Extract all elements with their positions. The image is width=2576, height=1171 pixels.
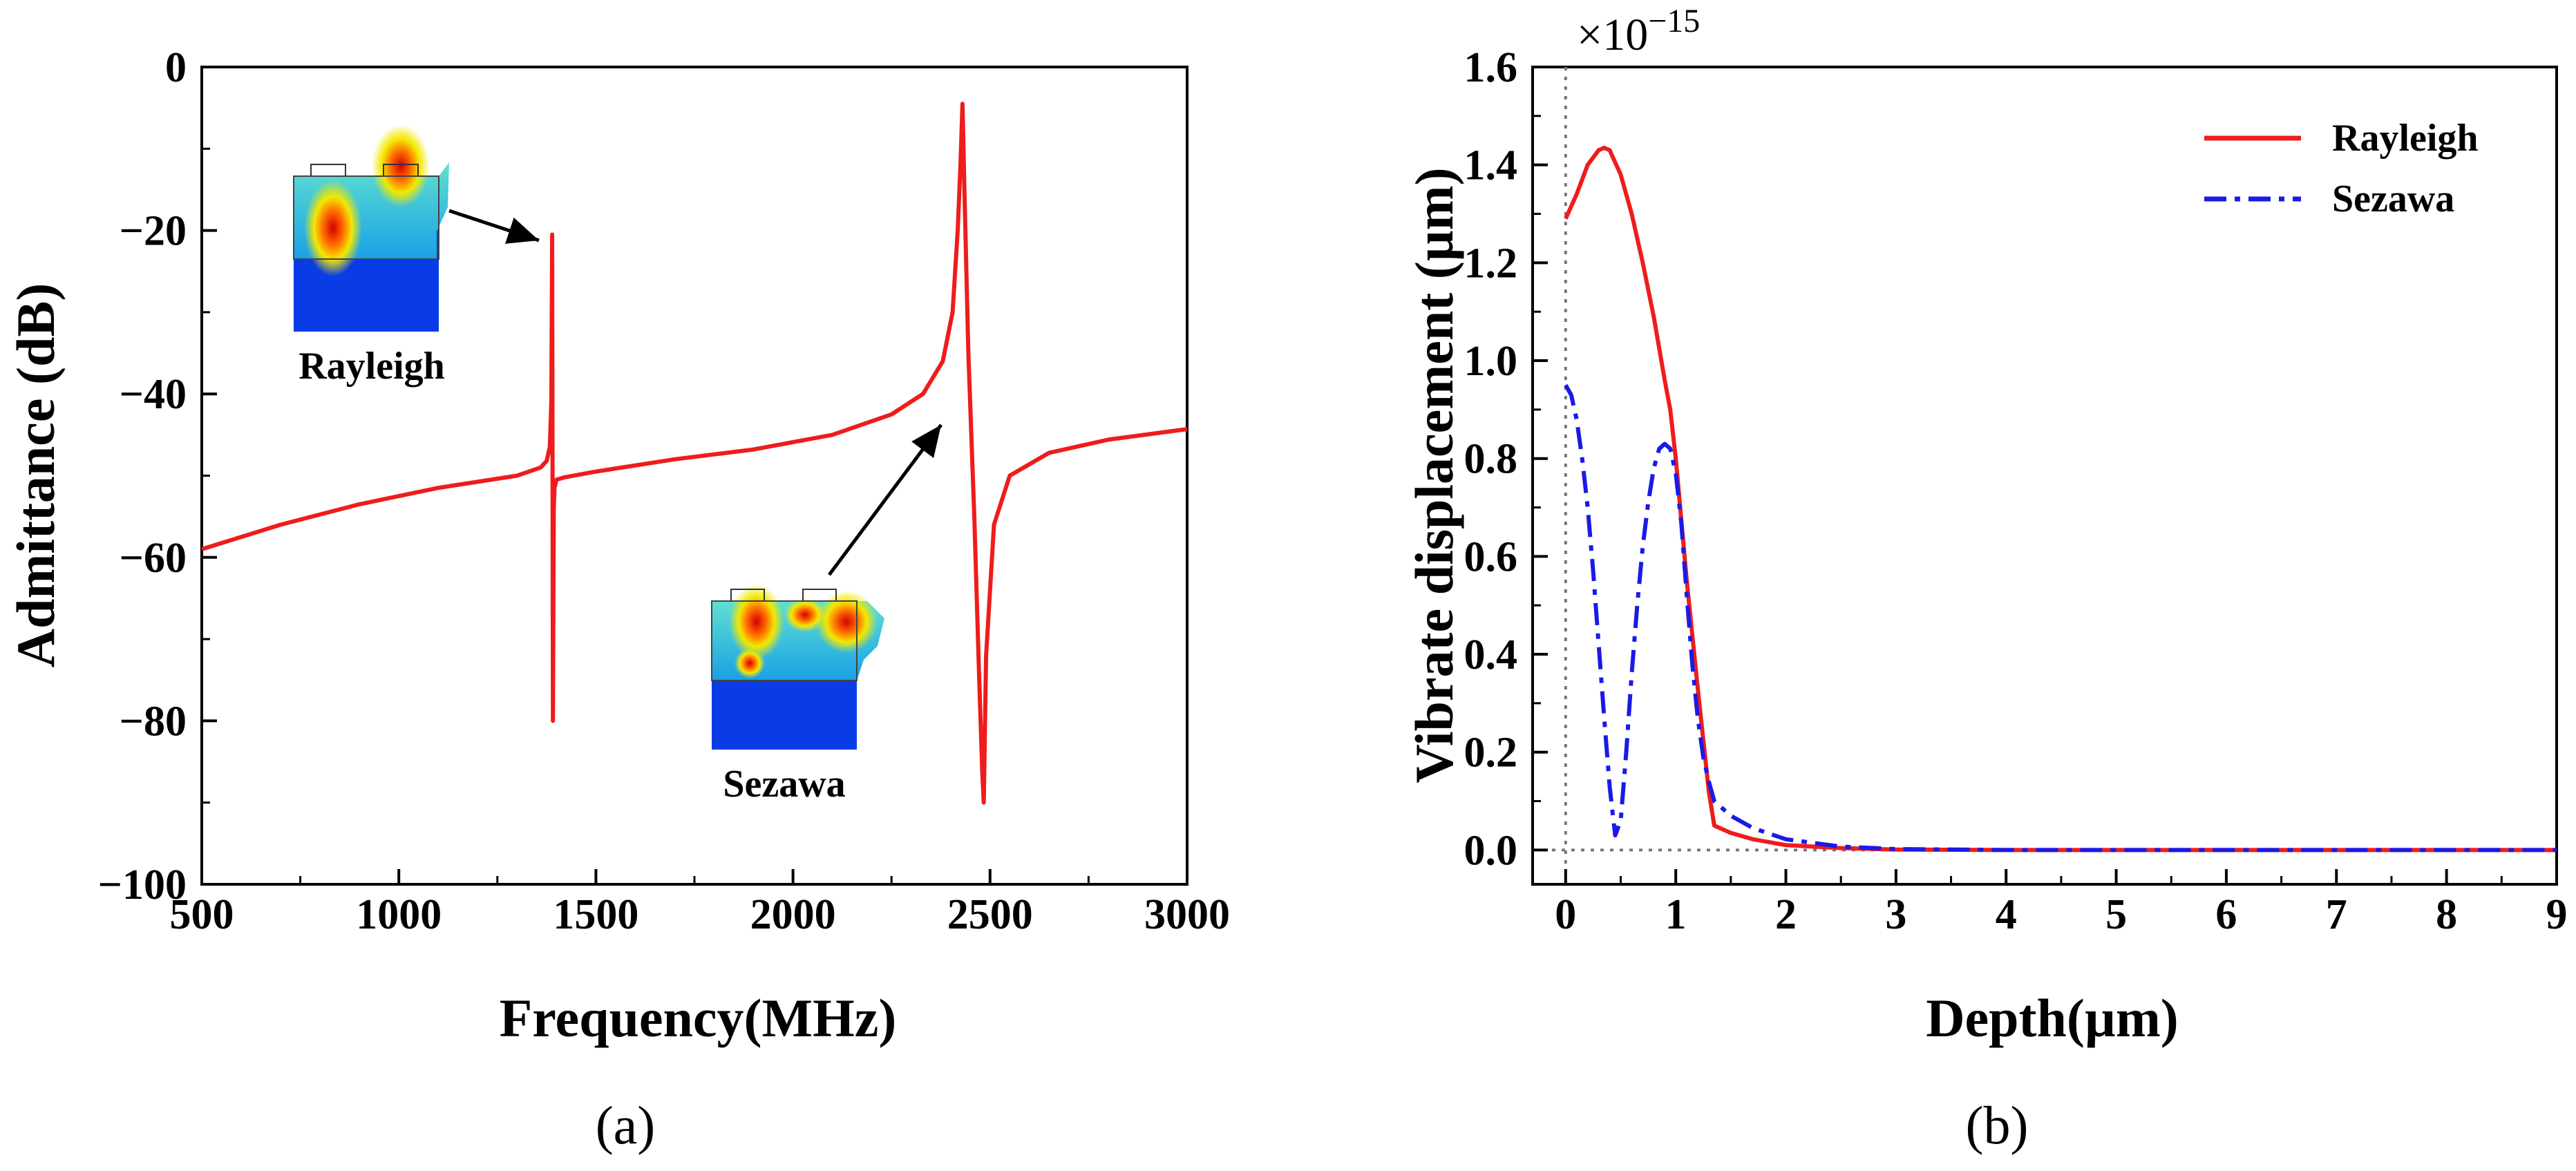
panel-a-series xyxy=(201,102,1188,805)
panel-b-y-axis-label: Vibrate displacement (µm) xyxy=(1404,167,1464,783)
x-tick-label: 3000 xyxy=(1144,891,1230,938)
panel-b-label: (b) xyxy=(1966,1095,2029,1155)
x-tick-label: 8 xyxy=(2436,891,2457,938)
y-tick-label: −100 xyxy=(98,861,187,908)
x-tick-label: 1 xyxy=(1665,891,1687,938)
panel-a-ticks: 500 1000 1500 2000 2500 3000 0 −20 −40 −60 −80 −100 xyxy=(98,44,1230,938)
panel-b-plot-frame xyxy=(1531,66,2558,886)
series-line-rayleigh xyxy=(1564,145,2557,853)
sezawa-inset-label: Sezawa xyxy=(723,763,845,806)
series-line-sezawa xyxy=(1564,383,2557,853)
panel-b-legend: Rayleigh Sezawa xyxy=(2204,117,2479,220)
y-tick-label: 1.6 xyxy=(1464,44,1518,91)
series-line-admittance xyxy=(201,102,1188,805)
panel-a-y-axis-label: Admittance (dB) xyxy=(6,283,66,668)
panel-b-x-axis-label: Depth(µm) xyxy=(1926,988,2179,1048)
y-tick-label: 0.0 xyxy=(1464,827,1518,874)
x-tick-label: 2 xyxy=(1775,891,1797,938)
panel-a-label: (a) xyxy=(596,1095,656,1155)
panel-b-scale-base: ×10 xyxy=(1577,10,1648,60)
x-tick-label: 500 xyxy=(170,891,234,938)
sezawa-mode-shape-inset: Sezawa xyxy=(711,423,943,806)
panel-b-scale-exponent: −15 xyxy=(1648,3,1700,39)
y-tick-label: 1.0 xyxy=(1464,338,1518,385)
y-tick-label: 0.4 xyxy=(1464,631,1518,678)
rayleigh-inset-label: Rayleigh xyxy=(299,345,445,388)
panel-b-ticks: 0 1 2 3 4 5 6 7 8 9 0.0 0.2 0.4 0.6 0.8 1.0 1.2 1.4 1.6 xyxy=(1464,44,2568,938)
y-tick-label: 1.2 xyxy=(1464,240,1518,287)
y-tick-label: −80 xyxy=(120,698,187,745)
x-tick-label: 7 xyxy=(2326,891,2347,938)
y-tick-label: 0.2 xyxy=(1464,730,1518,777)
y-tick-label: 0 xyxy=(165,44,187,91)
panel-a-x-axis-label: Frequency(MHz) xyxy=(500,988,897,1048)
rayleigh-mode-shape-inset: Rayleigh xyxy=(293,124,540,388)
rayleigh-pointer-arrow xyxy=(448,209,540,244)
y-tick-label: −60 xyxy=(120,535,187,582)
x-tick-label: 5 xyxy=(2105,891,2127,938)
sezawa-pointer-arrow xyxy=(827,423,943,576)
panel-a-chart: 500 1000 1500 2000 2500 3000 0 −20 −40 −60 −80 −100… xyxy=(6,44,1230,1155)
y-tick-label: 0.8 xyxy=(1464,436,1518,483)
y-tick-label: 0.6 xyxy=(1464,533,1518,580)
x-tick-label: 2500 xyxy=(947,891,1033,938)
x-tick-label: 1000 xyxy=(356,891,442,938)
x-tick-label: 0 xyxy=(1555,891,1576,938)
panel-b-scale-multiplier: ×10−15 xyxy=(1577,3,1700,60)
legend-label-sezawa: Sezawa xyxy=(2332,178,2454,220)
panel-b-chart: 0 1 2 3 4 5 6 7 8 9 0.0 0.2 0.4 0.6 0.8 1.0 1.2 1.4 1.6 ×1… xyxy=(1404,3,2568,1155)
panel-b-series xyxy=(1564,145,2557,853)
y-tick-label: −40 xyxy=(120,371,187,418)
y-tick-label: −20 xyxy=(120,208,187,255)
x-tick-label: 9 xyxy=(2546,891,2568,938)
x-tick-label: 2000 xyxy=(750,891,836,938)
x-tick-label: 3 xyxy=(1885,891,1906,938)
x-tick-label: 6 xyxy=(2215,891,2237,938)
y-tick-label: 1.4 xyxy=(1464,142,1518,189)
legend-label-rayleigh: Rayleigh xyxy=(2332,117,2479,160)
x-tick-label: 4 xyxy=(1996,891,2017,938)
x-tick-label: 1500 xyxy=(553,891,638,938)
